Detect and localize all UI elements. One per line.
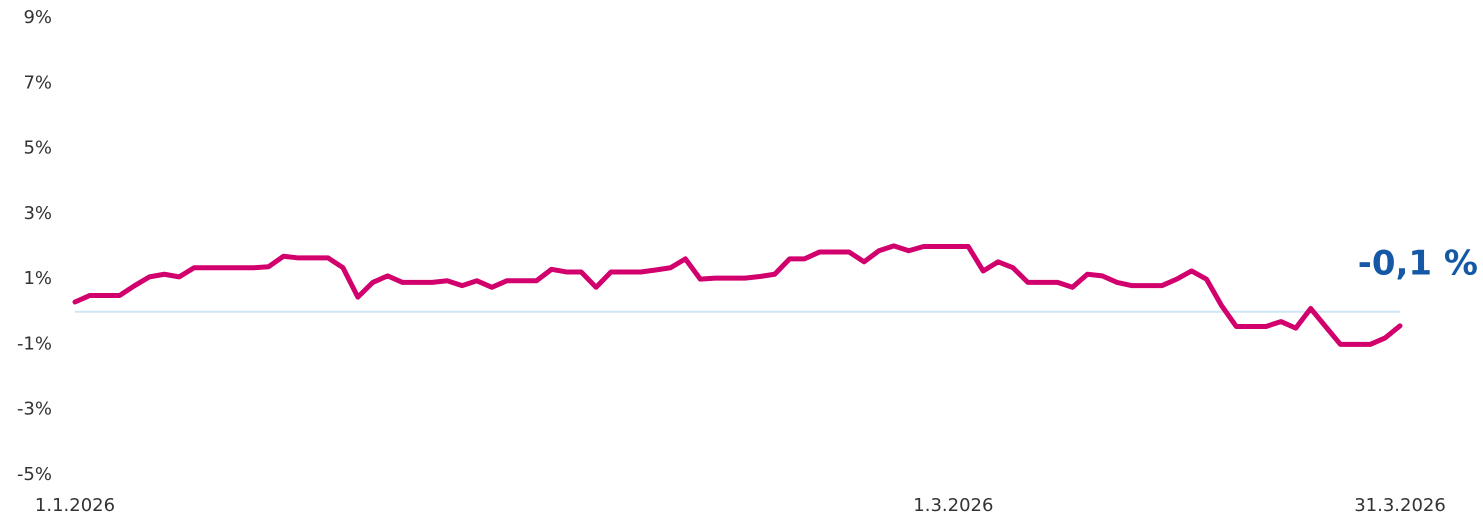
y-tick-label: 5% xyxy=(23,138,52,159)
y-tick-label: -3% xyxy=(17,399,52,420)
line xyxy=(72,243,1403,347)
y-tick-label: 7% xyxy=(23,72,52,93)
y-tick-label: 3% xyxy=(23,203,52,224)
y-tick-label: 1% xyxy=(23,268,52,289)
x-tick-label: 31.3.2026 xyxy=(1354,495,1446,516)
y-tick-label: -5% xyxy=(17,464,52,485)
y-tick-label: 9% xyxy=(23,7,52,28)
y-tick-label: -1% xyxy=(17,333,52,354)
last-value-annotation: -0,1 % xyxy=(1358,244,1478,284)
x-tick-label: 1.1.2026 xyxy=(35,495,115,516)
x-tick-label: 1.3.2026 xyxy=(913,495,993,516)
